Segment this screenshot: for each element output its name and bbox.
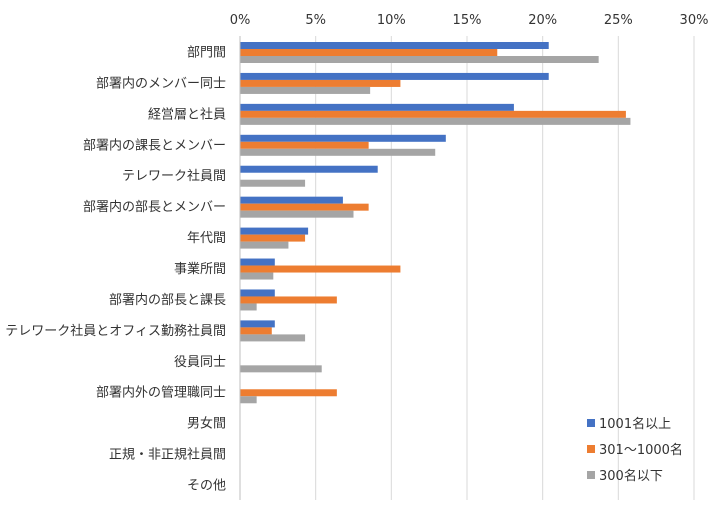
bar <box>240 134 446 142</box>
bar <box>240 196 343 204</box>
category-label: 正規・非正規社員間 <box>109 447 226 463</box>
category-label: 部署内外の管理職同士 <box>96 385 226 401</box>
legend-swatch <box>587 419 595 427</box>
legend-swatch <box>587 445 595 453</box>
bar <box>240 396 257 404</box>
bar <box>240 165 378 173</box>
x-tick-label: 20% <box>528 13 557 28</box>
legend-label: 300名以下 <box>599 468 663 484</box>
bar <box>240 303 257 311</box>
bar <box>240 334 306 342</box>
category-label: 年代間 <box>187 231 226 246</box>
category-label: 部署内の部長と課長 <box>109 292 226 308</box>
bar <box>240 327 272 335</box>
bar <box>240 72 549 80</box>
bar <box>240 320 275 328</box>
x-tick-label: 30% <box>680 13 709 28</box>
category-label: テレワーク社員間 <box>122 168 226 184</box>
bar <box>240 289 275 297</box>
bar <box>240 234 306 242</box>
bar <box>240 265 401 273</box>
bars <box>240 42 631 404</box>
bar <box>240 79 401 87</box>
bar <box>240 86 371 94</box>
bar <box>240 365 322 373</box>
bar <box>240 227 309 235</box>
category-label: テレワーク社員とオフィス勤務社員間 <box>5 323 226 339</box>
category-label: 部署内の部長とメンバー <box>83 199 226 215</box>
bar <box>240 241 289 249</box>
bar <box>240 148 436 156</box>
bar <box>240 141 369 149</box>
category-label: 役員同士 <box>174 355 226 370</box>
x-axis-tick-labels: 0% 5% 10% 15% 20% 25% 30% <box>230 13 709 28</box>
x-tick-label: 10% <box>377 13 406 28</box>
bar <box>240 179 306 187</box>
category-label: 事業所間 <box>174 261 226 277</box>
legend-swatch <box>587 471 595 479</box>
bar <box>240 42 549 49</box>
bar <box>240 272 274 280</box>
category-label: 部門間 <box>187 45 226 60</box>
legend-label: 1001名以上 <box>599 416 671 432</box>
x-tick-label: 5% <box>305 13 326 28</box>
category-label: 部署内のメンバー同士 <box>96 75 226 91</box>
x-tick-label: 15% <box>453 13 482 28</box>
category-label: 部署内の課長とメンバー <box>83 137 226 153</box>
bar <box>240 117 631 125</box>
bar <box>240 56 599 63</box>
bar <box>240 49 498 56</box>
x-tick-label: 0% <box>230 13 251 28</box>
bar <box>240 389 337 397</box>
bar <box>240 258 275 266</box>
bar <box>240 210 354 218</box>
legend-label: 301～1000名 <box>599 442 683 458</box>
category-label: 経営層と社員 <box>148 106 226 122</box>
bar <box>240 296 337 304</box>
x-tick-label: 25% <box>604 13 633 28</box>
category-label: 男女間 <box>187 416 226 432</box>
bar <box>240 103 514 111</box>
bar <box>240 110 626 118</box>
bar <box>240 203 369 211</box>
legend: 1001名以上 301～1000名 300名以下 <box>587 416 683 484</box>
y-axis-category-labels: 部門間部署内のメンバー同士経営層と社員部署内の課長とメンバーテレワーク社員間部署… <box>5 45 226 493</box>
category-label: その他 <box>187 479 226 494</box>
